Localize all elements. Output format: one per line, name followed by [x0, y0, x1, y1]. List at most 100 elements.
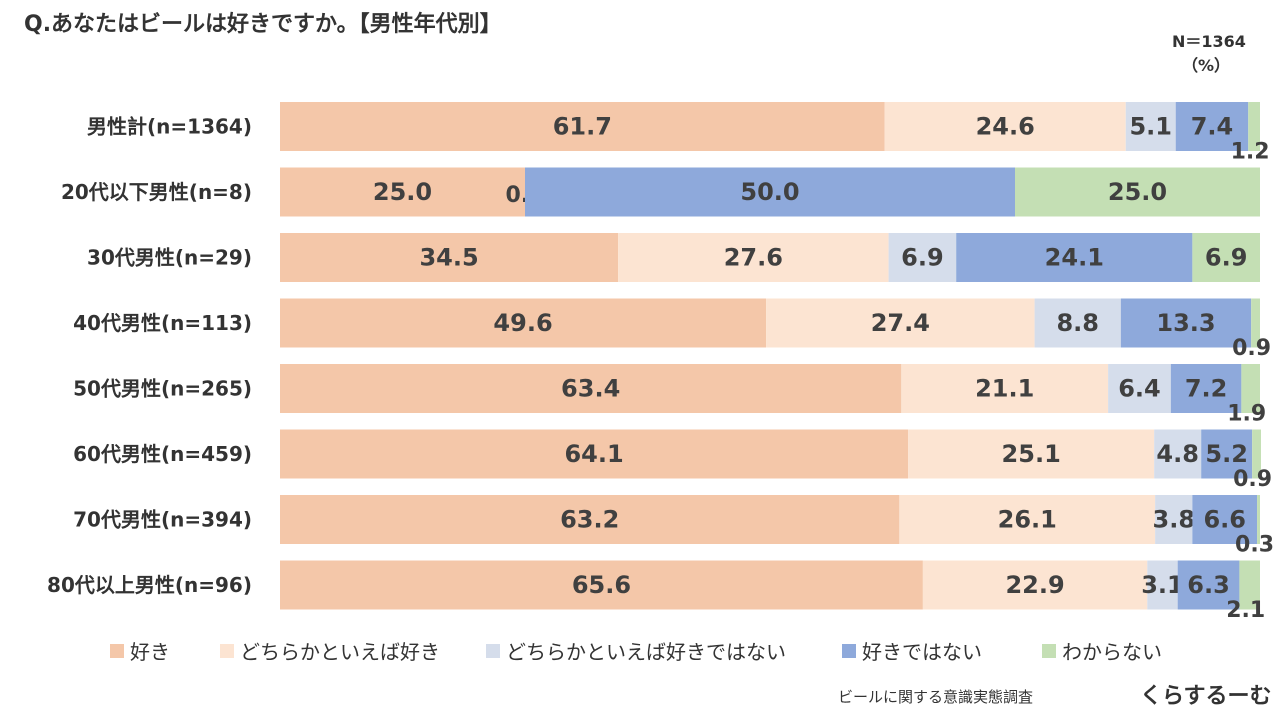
- bar-segment-like: [280, 560, 923, 610]
- bar-segment-somewhat-like: [901, 364, 1109, 413]
- data-label: 0.3: [1235, 533, 1274, 558]
- data-label: 27.6: [724, 244, 783, 272]
- category-label: 20代以下男性(n=8): [61, 180, 252, 204]
- bar-segment-dislike: [1120, 298, 1252, 348]
- brand-logo-text: くらするーむ: [1140, 684, 1272, 709]
- category-label: 30代男性(n=29): [87, 246, 252, 270]
- data-label: 6.9: [901, 244, 944, 272]
- data-label: 27.4: [871, 309, 930, 337]
- data-label: 6.6: [1203, 506, 1246, 534]
- bar-segment-somewhat-dislike: [1155, 495, 1193, 544]
- bar-segment-like: [280, 364, 902, 413]
- data-label: 0.9: [1232, 336, 1271, 361]
- data-label: 49.6: [493, 309, 552, 337]
- bar-segment-somewhat-dislike: [888, 233, 957, 282]
- data-label: 7.4: [1191, 113, 1234, 141]
- data-label: 22.9: [1005, 571, 1064, 599]
- bar-segment-dont-know: [1252, 429, 1261, 479]
- category-label: 70代男性(n=394): [73, 508, 252, 532]
- bar-segment-somewhat-like: [922, 560, 1148, 610]
- data-label: 25.0: [1108, 178, 1167, 206]
- bar-segment-dont-know: [1239, 560, 1260, 610]
- data-label: 61.7: [553, 113, 612, 141]
- data-label: 0.9: [1233, 467, 1272, 492]
- data-label: 6.9: [1205, 244, 1248, 272]
- data-label: 7.2: [1185, 375, 1228, 403]
- bar-segment-dont-know: [1257, 495, 1260, 544]
- bar-segment-dislike: [1177, 560, 1240, 610]
- bar-segment-like: [280, 298, 767, 348]
- bar-segment-somewhat-like: [899, 495, 1156, 544]
- bar-segment-somewhat-like: [884, 102, 1126, 151]
- data-label: 5.1: [1129, 113, 1172, 141]
- data-label: 13.3: [1156, 309, 1215, 337]
- bar-segment-somewhat-like: [766, 298, 1035, 348]
- data-label: 1.2: [1231, 140, 1270, 165]
- bar-segment-somewhat-dislike: [1147, 560, 1178, 610]
- data-label: 3.8: [1153, 506, 1196, 534]
- legend-label-somewhat-dislike: どちらかといえば好きではない: [506, 640, 786, 664]
- data-label: 65.6: [572, 571, 631, 599]
- data-label: 5.2: [1205, 440, 1248, 468]
- bar-segment-like: [280, 429, 909, 479]
- data-label: 21.1: [975, 375, 1034, 403]
- data-label: 63.2: [560, 506, 619, 534]
- bar-segment-somewhat-like: [908, 429, 1155, 479]
- legend-swatch-somewhat-dislike: [486, 644, 500, 658]
- category-label: 80代以上男性(n=96): [47, 573, 252, 597]
- bar-segment-like: [280, 102, 885, 151]
- category-label: 男性計(n=1364): [87, 115, 252, 139]
- data-label: 4.8: [1156, 440, 1199, 468]
- bar-segment-like: [280, 495, 900, 544]
- bar-segment-like: [280, 167, 525, 217]
- unit-label: （%）: [1182, 56, 1231, 75]
- sample-size-label: N＝1364: [1172, 32, 1246, 51]
- legend-swatch-dont-know: [1042, 644, 1056, 658]
- survey-source: ビールに関する意識実態調査: [838, 688, 1034, 706]
- legend-swatch-dislike: [842, 644, 856, 658]
- bar-segment-dislike: [1175, 102, 1249, 151]
- bar-segment-dislike: [525, 167, 1015, 217]
- data-label: 50.0: [740, 178, 799, 206]
- bar-segment-dont-know: [1241, 364, 1260, 413]
- category-label: 40代男性(n=113): [73, 311, 252, 335]
- data-label: 64.1: [564, 440, 623, 468]
- data-label: 3.1: [1141, 571, 1184, 599]
- bar-segment-somewhat-dislike: [1108, 364, 1171, 413]
- bar-segment-dislike: [1192, 495, 1258, 544]
- data-label: 8.8: [1056, 309, 1099, 337]
- data-label: 25.1: [1002, 440, 1061, 468]
- data-label: 6.3: [1187, 571, 1230, 599]
- bar-segment-somewhat-like: [618, 233, 889, 282]
- legend-label-like: 好き: [130, 640, 170, 664]
- bar-segment-dont-know: [1248, 102, 1260, 151]
- bar-segment-somewhat-dislike: [1154, 429, 1202, 479]
- data-label: 34.5: [419, 244, 478, 272]
- bar-segment-dislike: [1201, 429, 1253, 479]
- data-label: 6.4: [1118, 375, 1161, 403]
- data-label: 1.9: [1227, 402, 1266, 427]
- legend-label-dislike: 好きではない: [862, 640, 982, 664]
- bar-segment-dont-know: [1251, 298, 1260, 348]
- bar-segment-dont-know: [1015, 167, 1260, 217]
- category-label: 60代男性(n=459): [73, 442, 252, 466]
- data-label: 24.6: [976, 113, 1035, 141]
- legend-label-somewhat-like: どちらかといえば好き: [240, 640, 440, 664]
- bar-segment-like: [280, 233, 619, 282]
- data-label: 24.1: [1045, 244, 1104, 272]
- bar-segment-dislike: [1170, 364, 1242, 413]
- data-label: 25.0: [373, 178, 432, 206]
- bar-segment-dislike: [956, 233, 1193, 282]
- legend-swatch-somewhat-like: [220, 644, 234, 658]
- bar-segment-somewhat-dislike: [1034, 298, 1121, 348]
- legend-swatch-like: [110, 644, 124, 658]
- category-label: 50代男性(n=265): [73, 377, 252, 401]
- data-label: 63.4: [561, 375, 620, 403]
- chart-title: Q.あなたはビールは好きですか。【男性年代別】: [24, 12, 502, 37]
- bar-segment-somewhat-dislike: [1125, 102, 1176, 151]
- bar-segment-dont-know: [1192, 233, 1260, 282]
- data-label: 2.1: [1226, 598, 1265, 623]
- legend-label-dont-know: わからない: [1062, 640, 1162, 664]
- data-label: 26.1: [998, 506, 1057, 534]
